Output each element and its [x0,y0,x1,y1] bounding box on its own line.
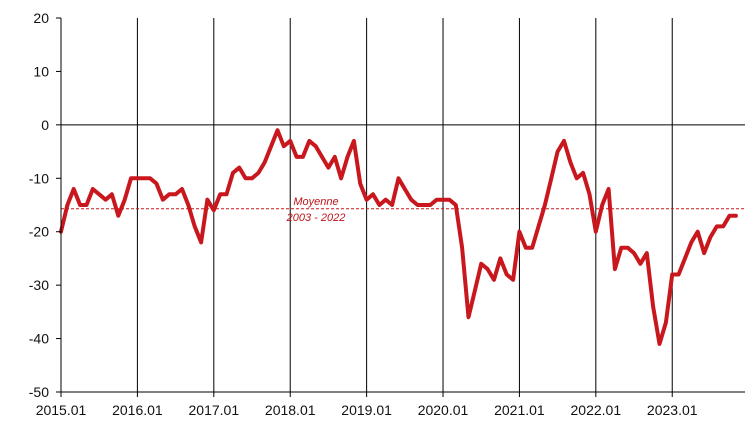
average-label-line1: Moyenne [293,196,338,208]
y-tick-label: -50 [29,384,49,400]
x-tick-label: 2021.01 [494,402,545,418]
series-points [59,128,738,346]
y-tick-label: -20 [29,224,49,240]
x-axis-ticks: 2015.01 2016.01 2017.01 2018.01 2019.01 2020.… [36,392,698,418]
y-tick-label: -40 [29,331,49,347]
x-tick-label: 2016.01 [112,402,163,418]
y-tick-label: 20 [33,10,49,26]
x-tick-label: 2015.01 [36,402,87,418]
x-tick-label: 2023.01 [647,402,698,418]
series-line [59,128,738,346]
y-axis-ticks: 20 10 0 -10 -20 -30 -40 -50 [29,10,61,400]
y-tick-label: -10 [29,170,49,186]
x-tick-label: 2022.01 [571,402,622,418]
y-tick-label: 10 [33,63,49,79]
x-tick-label: 2017.01 [189,402,240,418]
x-tick-label: 2019.01 [341,402,392,418]
y-tick-label: 0 [41,117,49,133]
y-tick-label: -30 [29,277,49,293]
average-label-line2: 2003 - 2022 [286,212,346,224]
x-tick-label: 2020.01 [418,402,469,418]
vertical-gridlines [136,18,673,392]
x-tick-label: 2018.01 [265,402,316,418]
